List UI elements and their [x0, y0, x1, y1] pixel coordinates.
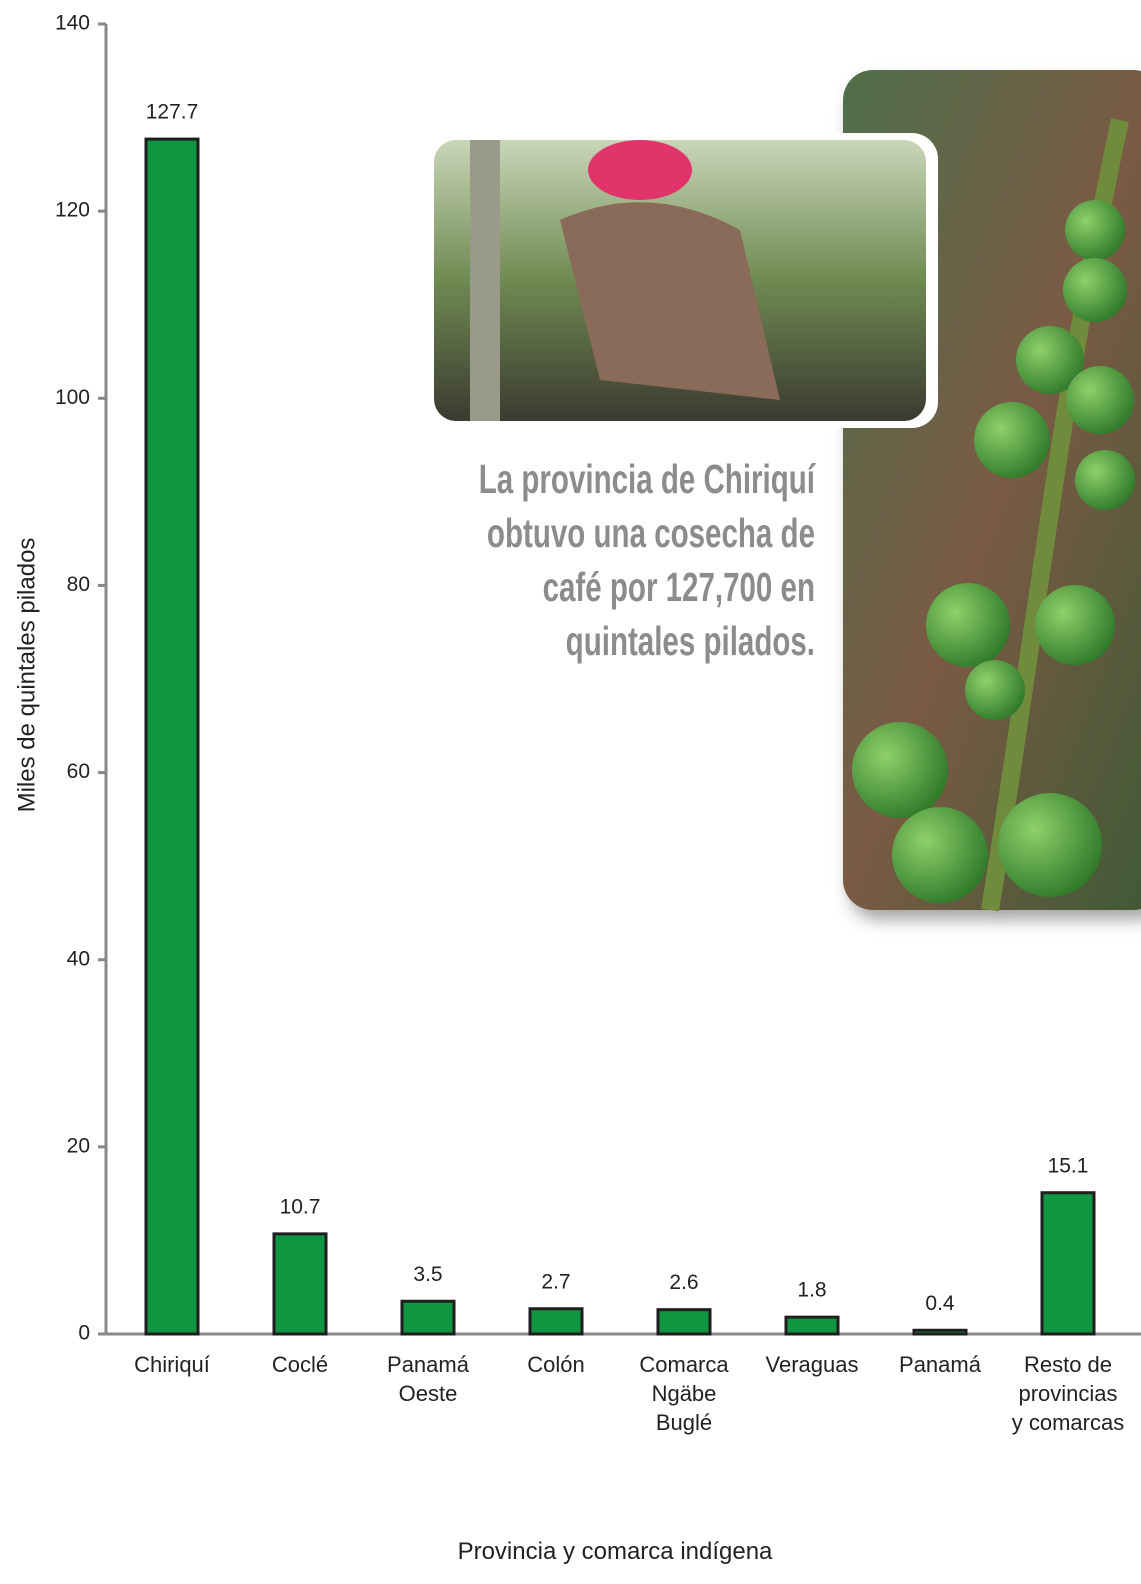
value-label: 3.5 [413, 1263, 442, 1286]
y-tick-label: 0 [78, 1322, 90, 1345]
value-label: 15.1 [1048, 1154, 1089, 1177]
bar [274, 1234, 326, 1334]
x-tick-label: Veraguas [754, 1350, 870, 1379]
bar [530, 1309, 582, 1334]
y-tick-label: 140 [55, 12, 90, 35]
chart: Miles de quintales pilados 0 20 40 60 80 100 1… [0, 0, 1141, 1584]
value-label: 127.7 [146, 101, 199, 124]
y-tick-label: 120 [55, 199, 90, 222]
y-axis-title: Miles de quintales pilados [13, 538, 40, 813]
bar [786, 1317, 838, 1334]
annotation: La provincia de Chiriquí obtuvo una cose… [426, 452, 815, 668]
x-axis-title: Provincia y comarca indígena [0, 1538, 1141, 1566]
bar [402, 1301, 454, 1334]
x-tick-label: Comarca Ngäbe Buglé [626, 1350, 742, 1437]
y-tick-label: 80 [67, 573, 90, 596]
value-label: 1.8 [797, 1279, 826, 1302]
value-label: 10.7 [280, 1195, 321, 1218]
bar [146, 139, 198, 1334]
x-tick-label: Coclé [242, 1350, 358, 1379]
bar [658, 1310, 710, 1334]
x-tick-label: Colón [498, 1350, 614, 1379]
x-tick-label: Panamá Oeste [370, 1350, 486, 1408]
y-tick-label: 100 [55, 386, 90, 409]
y-tick-label: 60 [67, 760, 90, 783]
x-tick-label: Chiriquí [114, 1350, 230, 1379]
bar [914, 1330, 966, 1334]
photo-farmer [428, 133, 938, 428]
bar [1042, 1193, 1094, 1334]
x-tick-label: Resto de provincias y comarcas [1010, 1350, 1126, 1437]
value-label: 0.4 [925, 1292, 955, 1315]
y-tick-label: 40 [67, 947, 90, 970]
y-tick-label: 20 [67, 1134, 90, 1157]
value-label: 2.6 [669, 1271, 698, 1294]
x-tick-label: Panamá [882, 1350, 998, 1379]
page: Miles de quintales pilados 0 20 40 60 80 100 1… [0, 0, 1141, 1584]
value-label: 2.7 [541, 1270, 570, 1293]
